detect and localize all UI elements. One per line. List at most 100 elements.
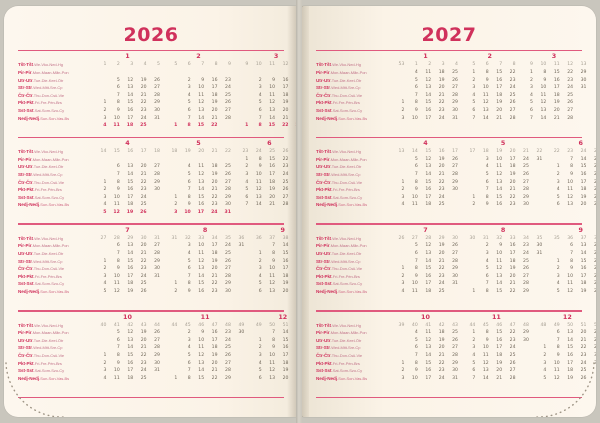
date-cell[interactable]: 4 (258, 273, 262, 279)
date-cell[interactable]: 1 (258, 251, 262, 257)
date-cell[interactable]: 7 (570, 251, 574, 257)
date-cell[interactable]: 2 (187, 77, 191, 83)
date-cell[interactable]: 9 (116, 360, 120, 366)
date-cell[interactable]: 2 (103, 266, 107, 272)
date-cell[interactable]: 27 (452, 85, 458, 91)
date-cell[interactable]: 18 (438, 69, 445, 75)
date-cell[interactable]: 5 (258, 368, 262, 374)
date-cell[interactable]: 17 (553, 85, 560, 91)
date-cell[interactable]: 16 (580, 171, 587, 177)
date-cell[interactable]: 25 (225, 92, 231, 98)
date-cell-sunday[interactable]: 19 (126, 209, 134, 215)
date-cell[interactable]: 15 (496, 330, 503, 336)
date-cell[interactable]: 8 (485, 194, 489, 200)
date-cell[interactable]: 16 (282, 77, 289, 83)
date-cell[interactable]: 15 (282, 337, 289, 343)
date-cell[interactable]: 16 (496, 77, 503, 83)
date-cell[interactable]: 11 (113, 202, 120, 208)
date-cell[interactable]: 17 (425, 375, 432, 381)
date-cell[interactable]: 26 (452, 156, 458, 162)
date-cell[interactable]: 4 (258, 92, 262, 98)
date-cell[interactable]: 20 (594, 243, 596, 249)
date-cell[interactable]: 25 (509, 92, 516, 98)
date-cell[interactable]: 18 (127, 202, 134, 208)
date-cell[interactable]: 2 (485, 243, 489, 249)
date-cell[interactable]: 21 (496, 375, 503, 381)
date-cell[interactable]: 2 (472, 202, 476, 208)
date-cell[interactable]: 15 (198, 375, 205, 381)
date-cell-sunday[interactable]: 31 (224, 209, 231, 215)
month-block[interactable]: 2 5 1 6 2 3 4 5 6 7 8 7 9 10 11 12 13 14 15 8 16 17 18 19 20 21 22… (163, 52, 234, 129)
date-cell[interactable]: 19 (269, 187, 276, 193)
date-cell[interactable]: 20 (438, 345, 445, 351)
date-cell[interactable]: 3 (472, 85, 476, 91)
date-cell[interactable]: 4 (414, 69, 418, 75)
date-cell[interactable]: 23 (438, 273, 445, 279)
date-cell[interactable]: 9 (116, 187, 120, 193)
date-cell[interactable]: 22 (438, 179, 445, 185)
date-cell[interactable]: 19 (553, 100, 560, 106)
date-cell[interactable]: 26 (594, 194, 596, 200)
date-cell[interactable]: 9 (116, 266, 120, 272)
date-cell[interactable]: 20 (211, 360, 218, 366)
date-cell[interactable]: 4 (485, 258, 489, 264)
date-cell[interactable]: 18 (509, 164, 516, 170)
date-cell[interactable]: 16 (198, 289, 205, 295)
date-cell[interactable]: 6 (570, 243, 574, 249)
date-cell[interactable]: 22 (211, 194, 218, 200)
date-cell[interactable]: 7 (258, 115, 262, 121)
date-cell[interactable]: 31 (452, 115, 458, 121)
date-cell[interactable]: 24 (523, 251, 529, 257)
month-block[interactable]: 11 44 1 2 3 4 5 6 7 45 8 9 10 11 12 13 14 46 15 16 17 18 19 20 2… (461, 313, 532, 390)
date-cell[interactable]: 7 (245, 202, 249, 208)
date-cell[interactable]: 21 (211, 187, 218, 193)
date-cell[interactable]: 8 (116, 179, 120, 185)
date-cell[interactable]: 10 (269, 352, 276, 358)
date-cell[interactable]: 28 (154, 171, 160, 177)
date-cell[interactable]: 21 (211, 368, 218, 374)
date-cell[interactable]: 29 (154, 352, 160, 358)
date-cell[interactable]: 26 (140, 289, 147, 295)
date-cell[interactable]: 4 (556, 187, 560, 193)
date-cell[interactable]: 3 (556, 179, 560, 185)
date-cell[interactable]: 11 (269, 273, 276, 279)
date-cell[interactable]: 6 (116, 243, 120, 249)
date-cell[interactable]: 12 (198, 100, 205, 106)
date-cell[interactable]: 31 (452, 281, 458, 287)
date-cell[interactable]: 15 (127, 100, 134, 106)
date-cell[interactable]: 5 (414, 337, 418, 343)
date-cell-sunday[interactable]: 25 (140, 123, 147, 129)
date-cell[interactable]: 15 (127, 179, 134, 185)
date-cell[interactable]: 27 (154, 243, 160, 249)
date-cell[interactable]: 5 (116, 77, 120, 83)
date-cell[interactable]: 18 (211, 164, 218, 170)
date-cell[interactable]: 4 (187, 251, 191, 257)
date-cell[interactable]: 2 (401, 107, 405, 113)
date-cell[interactable]: 10 (255, 171, 262, 177)
date-cell[interactable]: 13 (198, 107, 205, 113)
date-cell[interactable]: 12 (127, 77, 134, 83)
date-cell[interactable]: 17 (509, 156, 516, 162)
date-cell[interactable]: 25 (509, 352, 516, 358)
date-cell[interactable]: 10 (411, 281, 418, 287)
date-cell-sunday[interactable]: 17 (197, 209, 205, 215)
date-cell[interactable]: 21 (509, 281, 516, 287)
date-cell[interactable]: 11 (411, 289, 418, 295)
date-cell[interactable]: 24 (140, 273, 147, 279)
month-block[interactable]: 3 9 1 2 3 4 5 6 7 10 8 9 10 11 12 13 14 11 15 16 17 18 19 20 21 1… (519, 52, 590, 129)
date-cell[interactable]: 12 (540, 100, 547, 106)
date-cell[interactable]: 27 (225, 266, 231, 272)
date-cell[interactable]: 31 (580, 85, 587, 91)
date-cell[interactable]: 1 (103, 352, 107, 358)
date-cell[interactable]: 10 (496, 251, 503, 257)
date-cell[interactable]: 8 (258, 156, 262, 162)
date-cell[interactable]: 14 (482, 375, 489, 381)
month-block[interactable]: 9351234536678910111237131415161718193820… (545, 226, 596, 303)
date-cell[interactable]: 11 (567, 281, 574, 287)
date-cell[interactable]: 13 (425, 85, 432, 91)
date-cell[interactable]: 5 (187, 352, 191, 358)
date-cell[interactable]: 17 (425, 115, 432, 121)
date-cell[interactable]: 20 (438, 164, 445, 170)
date-cell[interactable]: 16 (509, 243, 516, 249)
month-block[interactable]: 12 48 1 2 3 4 5 49 6 7 8 9 10 11 12 50 13 14 15 16 17 18 19 51 2… (532, 313, 596, 390)
